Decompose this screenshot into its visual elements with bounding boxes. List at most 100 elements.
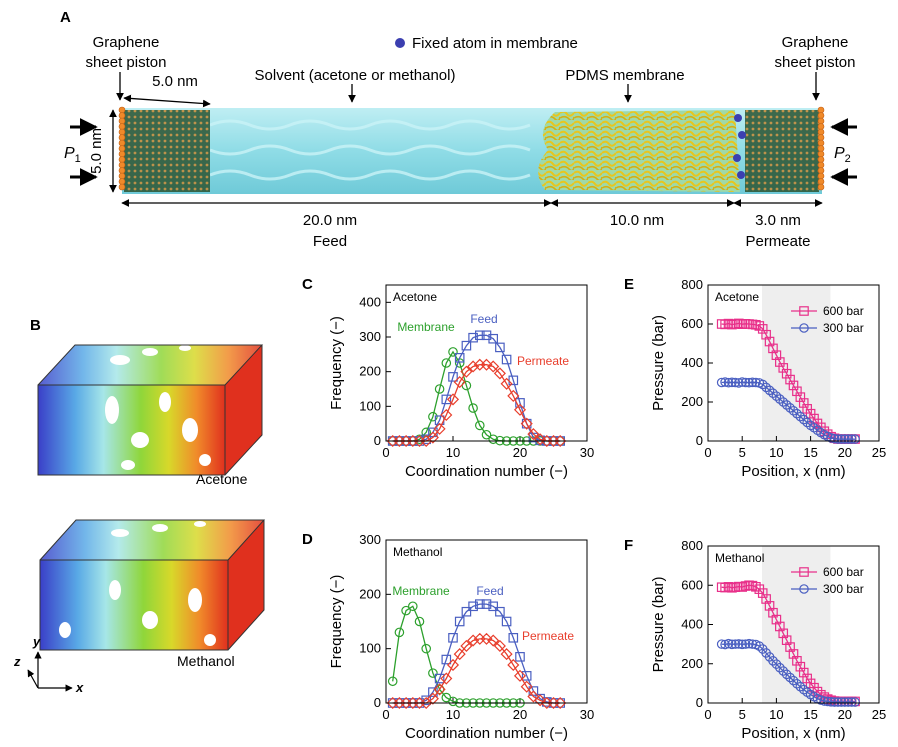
data-point bbox=[798, 414, 809, 425]
methanol-density-box bbox=[39, 519, 266, 651]
data-point bbox=[520, 680, 533, 693]
x-axis-label: x bbox=[75, 680, 84, 695]
data-point bbox=[448, 372, 458, 382]
data-point bbox=[846, 434, 857, 444]
x-tick-label: 20 bbox=[513, 707, 527, 722]
data-point bbox=[723, 377, 734, 388]
piston-atom bbox=[817, 167, 825, 174]
data-point bbox=[493, 639, 506, 652]
data-point bbox=[764, 601, 775, 611]
data-point bbox=[805, 408, 816, 419]
x-tick-label: 0 bbox=[382, 445, 389, 460]
data-point bbox=[513, 403, 527, 416]
data-point bbox=[819, 696, 830, 706]
membrane-region bbox=[538, 110, 740, 192]
data-point bbox=[507, 658, 520, 672]
data-point bbox=[414, 616, 425, 627]
data-point bbox=[740, 639, 751, 649]
data-point bbox=[795, 681, 806, 692]
piston-atom bbox=[817, 117, 825, 125]
piston-atom bbox=[817, 128, 825, 136]
data-point bbox=[554, 696, 567, 710]
data-point bbox=[730, 639, 741, 649]
data-point bbox=[468, 403, 478, 413]
y-tick-label: 0 bbox=[374, 695, 381, 710]
data-point bbox=[481, 330, 492, 341]
data-point bbox=[822, 696, 833, 707]
data-point bbox=[775, 357, 785, 367]
data-point bbox=[795, 392, 806, 402]
data-point bbox=[426, 431, 439, 444]
panel-a-label: A bbox=[60, 9, 71, 26]
data-point bbox=[733, 378, 744, 388]
left-graphene-region bbox=[124, 110, 210, 192]
y-tick-label: 600 bbox=[681, 316, 703, 331]
data-point bbox=[785, 672, 795, 683]
series-label: Permeate bbox=[522, 629, 574, 643]
data-point bbox=[467, 360, 480, 373]
y-tick-label: 200 bbox=[681, 394, 703, 409]
x-tick-label: 20 bbox=[513, 445, 527, 460]
data-point bbox=[554, 434, 567, 448]
series-line bbox=[392, 364, 561, 442]
data-point bbox=[507, 389, 520, 402]
x-axis-title: Position, x (nm) bbox=[741, 725, 845, 742]
data-point bbox=[448, 696, 458, 707]
acetone-label: Acetone bbox=[196, 471, 248, 487]
fixed-atom-label: Fixed atom in membrane bbox=[412, 35, 578, 52]
data-point bbox=[460, 639, 473, 652]
data-point bbox=[737, 377, 747, 387]
data-point bbox=[778, 397, 789, 407]
data-point bbox=[788, 405, 799, 416]
data-point bbox=[453, 376, 466, 389]
data-point bbox=[387, 676, 398, 687]
y-axis-title: Pressure (bar) bbox=[650, 315, 667, 411]
x-tick-label: 5 bbox=[739, 707, 746, 722]
data-point bbox=[751, 377, 761, 388]
y-tick-label: 0 bbox=[696, 695, 703, 710]
right-piston-label-1: Graphene bbox=[782, 34, 849, 51]
series-line bbox=[721, 584, 856, 703]
piston-atom bbox=[817, 161, 825, 169]
data-point bbox=[481, 599, 492, 609]
data-point bbox=[534, 433, 547, 446]
data-point bbox=[474, 420, 485, 431]
data-point bbox=[798, 667, 809, 678]
data-point bbox=[788, 675, 799, 686]
data-point bbox=[441, 358, 452, 368]
piston-atom bbox=[118, 139, 126, 147]
y-tick-label: 800 bbox=[681, 277, 703, 292]
data-point bbox=[448, 347, 458, 357]
piston-atom bbox=[118, 134, 126, 141]
piston-atom bbox=[817, 106, 825, 114]
data-point bbox=[839, 697, 850, 707]
piston-atom bbox=[817, 123, 825, 130]
series-line bbox=[721, 643, 856, 703]
data-point bbox=[500, 377, 513, 390]
series-line bbox=[392, 605, 520, 704]
solvent-label: Solvent (acetone or methanol) bbox=[255, 67, 456, 84]
width-dim-label: 5.0 nm bbox=[152, 73, 198, 90]
data-point bbox=[433, 422, 446, 435]
data-point bbox=[799, 584, 809, 594]
y-axis-title: Frequency (−) bbox=[328, 316, 345, 410]
data-point bbox=[775, 662, 785, 673]
data-point bbox=[833, 697, 843, 707]
series-permeate bbox=[386, 358, 567, 448]
data-point bbox=[795, 661, 806, 672]
data-point bbox=[716, 639, 727, 649]
piston-atom bbox=[118, 167, 126, 174]
data-point bbox=[428, 411, 438, 422]
data-point bbox=[781, 669, 792, 680]
permeate-length-label: 3.0 nm bbox=[755, 212, 801, 229]
data-point bbox=[520, 417, 533, 430]
x-axis-title: Position, x (nm) bbox=[741, 463, 845, 480]
data-point bbox=[788, 380, 799, 391]
data-point bbox=[501, 616, 512, 627]
series-line bbox=[392, 334, 561, 442]
data-point bbox=[744, 377, 754, 388]
data-point bbox=[488, 333, 498, 344]
data-point bbox=[488, 601, 498, 612]
data-point bbox=[799, 306, 809, 316]
data-point bbox=[764, 336, 775, 347]
